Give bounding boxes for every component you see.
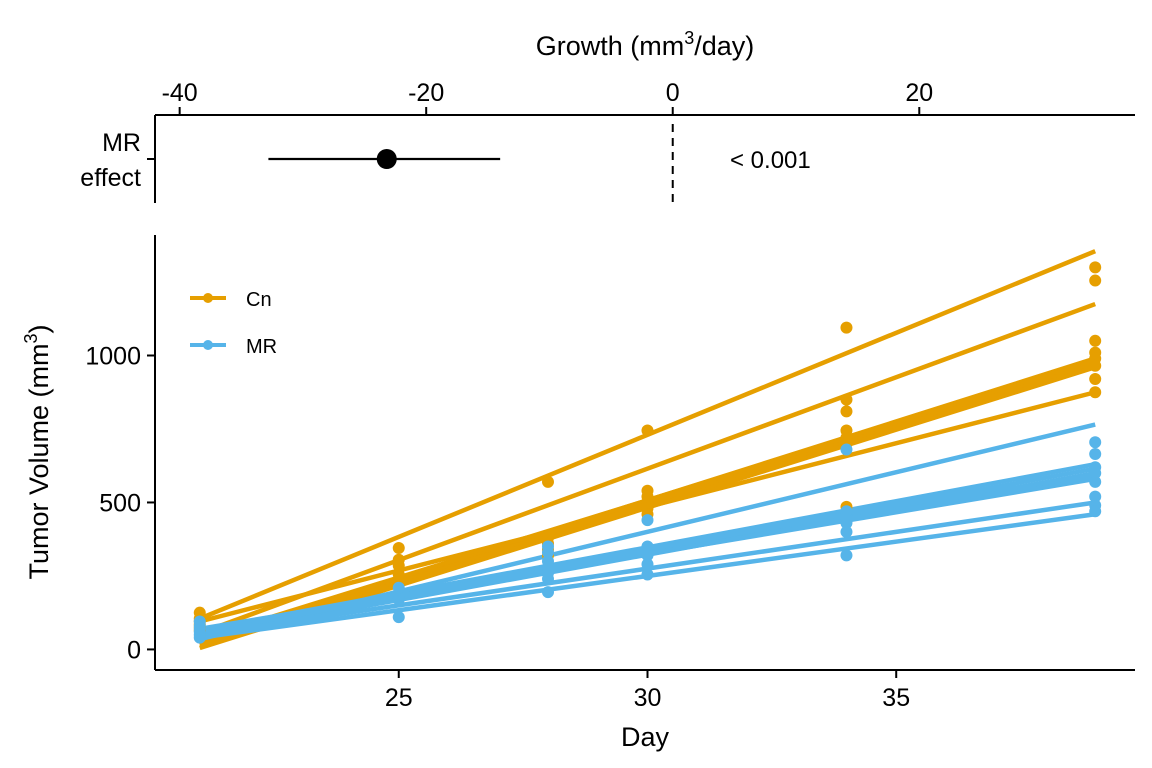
- data-point-cn: [1089, 373, 1102, 386]
- data-point-mr: [541, 540, 554, 553]
- data-point-cn: [541, 475, 554, 488]
- data-point-mr: [840, 505, 853, 518]
- data-point-mr: [392, 593, 405, 606]
- growth-y-tick-label: 500: [99, 489, 141, 517]
- data-point-cn: [1089, 359, 1102, 372]
- forest-x-tick-label: 0: [666, 79, 680, 107]
- legend-mr-swatch-point: [203, 340, 213, 350]
- data-point-mr: [392, 611, 405, 624]
- growth-x-tick-label: 25: [385, 684, 413, 712]
- data-point-cn: [840, 321, 853, 334]
- data-point-cn: [641, 424, 654, 437]
- legend-item-cn: Cn: [190, 289, 272, 311]
- data-point-mr: [641, 514, 654, 527]
- growth-x-axis-title: Day: [621, 722, 670, 752]
- data-point-cn: [1089, 386, 1102, 399]
- data-point-cn: [392, 559, 405, 572]
- data-point-cn: [840, 405, 853, 418]
- p-value-label: < 0.001: [730, 147, 811, 174]
- legend: Cn MR: [190, 289, 277, 358]
- growth-x-tick-label: 35: [882, 684, 910, 712]
- legend-cn-label: Cn: [246, 289, 272, 311]
- fit-line-cn: [198, 301, 1096, 636]
- data-point-cn: [1089, 261, 1102, 274]
- data-point-mr: [541, 586, 554, 599]
- forest-x-tick-label: 20: [905, 79, 933, 107]
- data-point-mr: [641, 558, 654, 571]
- data-point-mr: [392, 581, 405, 594]
- data-point-mr: [1089, 490, 1102, 503]
- growth-x-axis-ticks: 25 30 35: [385, 670, 910, 712]
- data-point-mr: [641, 568, 654, 581]
- data-point-mr: [193, 631, 206, 644]
- data-point-mr: [840, 443, 853, 456]
- legend-mr-label: MR: [246, 336, 277, 358]
- data-point-cn: [1089, 334, 1102, 347]
- growth-panel: 25 30 35 0 500 1000 Day Tumor Volume (mm3) C…: [21, 235, 1135, 752]
- data-point-mr: [1089, 447, 1102, 460]
- fit-lines-layer: [198, 249, 1097, 651]
- data-point-mr: [1089, 475, 1102, 488]
- data-point-mr: [1089, 436, 1102, 449]
- data-point-cn: [392, 568, 405, 581]
- data-point-mr: [641, 549, 654, 562]
- effect-estimate-point: [376, 149, 397, 169]
- data-point-cn: [392, 542, 405, 555]
- growth-y-tick-label: 0: [127, 636, 141, 664]
- forest-panel: Growth (mm3/day) -40 -20 0 20 MR effect < 0…: [80, 28, 1135, 203]
- data-point-mr: [641, 540, 654, 553]
- data-point-cn: [840, 393, 853, 406]
- data-points-layer: [193, 261, 1102, 644]
- data-point-mr: [1089, 505, 1102, 518]
- data-point-mr: [541, 555, 554, 568]
- forest-x-axis-ticks: -40 -20 0 20: [162, 79, 933, 115]
- data-point-cn: [1089, 274, 1102, 287]
- forest-row-label-line1: MR: [102, 129, 141, 157]
- growth-x-tick-label: 30: [634, 684, 662, 712]
- data-point-mr: [1089, 467, 1102, 480]
- forest-x-axis-title: Growth (mm3/day): [536, 28, 755, 61]
- legend-item-mr: MR: [190, 336, 277, 358]
- data-point-mr: [840, 549, 853, 562]
- growth-y-axis-title: Tumor Volume (mm3): [21, 324, 54, 579]
- growth-y-tick-label: 1000: [85, 343, 141, 371]
- data-point-mr: [840, 525, 853, 538]
- forest-x-tick-label: -20: [408, 79, 444, 107]
- growth-y-axis-ticks: 0 500 1000: [85, 343, 155, 664]
- legend-cn-swatch-point: [203, 293, 213, 303]
- forest-row-label-line2: effect: [80, 164, 141, 192]
- forest-x-tick-label: -40: [162, 79, 198, 107]
